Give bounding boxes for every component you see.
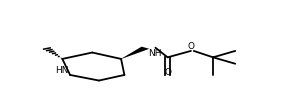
Text: NH: NH bbox=[148, 48, 161, 58]
Text: O: O bbox=[164, 67, 171, 77]
Text: O: O bbox=[187, 41, 194, 51]
Text: HN: HN bbox=[55, 66, 69, 75]
Polygon shape bbox=[121, 47, 149, 59]
